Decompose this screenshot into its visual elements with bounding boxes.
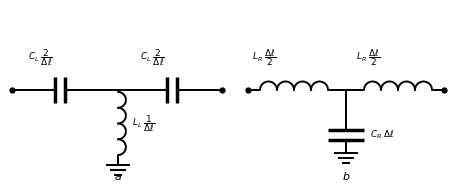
Text: $L_R\ \dfrac{\Delta\ell}{2}$: $L_R\ \dfrac{\Delta\ell}{2}$	[356, 47, 381, 68]
Text: $C_L\ \dfrac{2}{\Delta\ell}$: $C_L\ \dfrac{2}{\Delta\ell}$	[140, 47, 165, 68]
Text: $C_L\ \dfrac{2}{\Delta\ell}$: $C_L\ \dfrac{2}{\Delta\ell}$	[28, 47, 53, 68]
Text: $L_L\ \dfrac{1}{\Delta\ell}$: $L_L\ \dfrac{1}{\Delta\ell}$	[132, 113, 155, 134]
Text: $b$: $b$	[342, 170, 350, 182]
Text: $C_R\ \Delta\ell$: $C_R\ \Delta\ell$	[370, 129, 395, 141]
Text: $L_R\ \dfrac{\Delta\ell}{2}$: $L_R\ \dfrac{\Delta\ell}{2}$	[252, 47, 276, 68]
Text: $a$: $a$	[114, 172, 122, 182]
